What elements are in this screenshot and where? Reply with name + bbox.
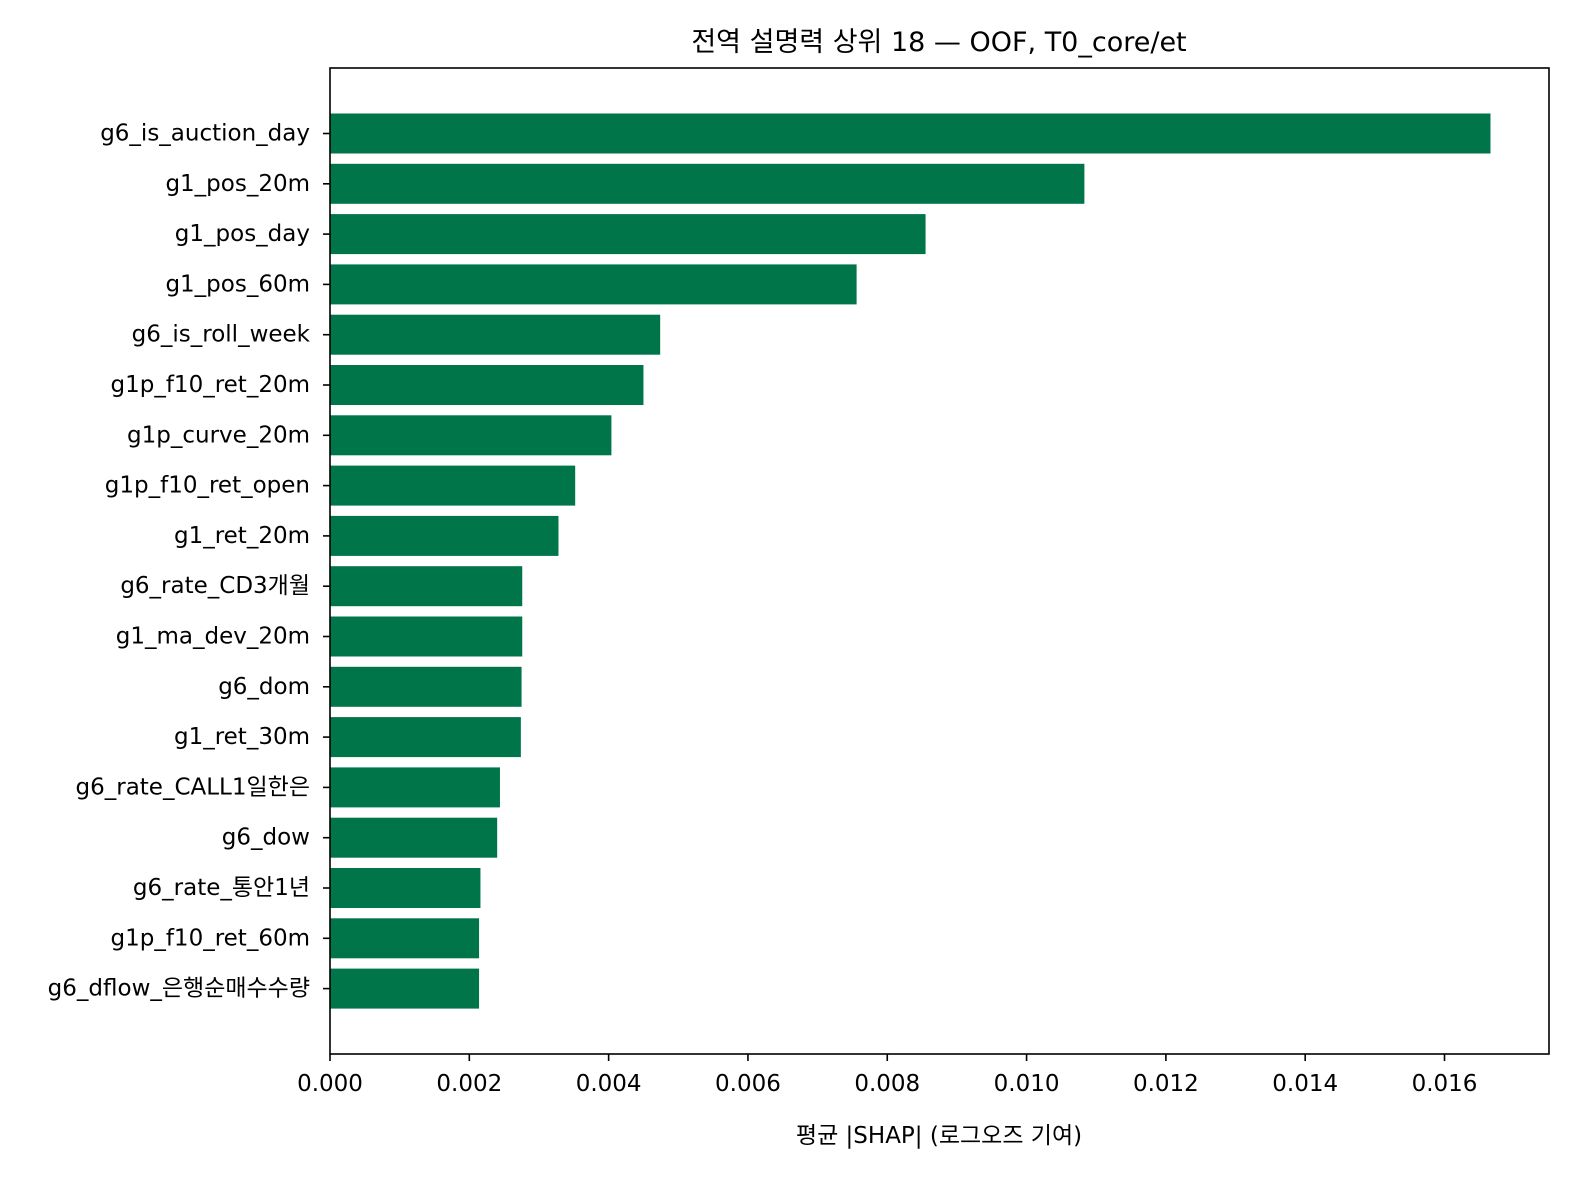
y-tick-label-16: g1p_f10_ret_60m [111, 925, 311, 951]
y-tick-label-4: g6_is_roll_week [132, 322, 311, 348]
x-tick-label-1: 0.002 [436, 1071, 502, 1097]
bar-17 [330, 968, 480, 1009]
x-tick-label-2: 0.004 [576, 1071, 642, 1097]
bar-4 [330, 314, 661, 355]
y-axis: g6_is_auction_day g1_pos_20m g1_pos_day g1_… [48, 121, 330, 1002]
y-tick-label-13: g6_rate_CALL1일한은 [76, 774, 311, 800]
y-tick-label-15: g6_rate_통안1년 [133, 875, 310, 901]
y-tick-label-10: g1_ma_dev_20m [116, 624, 310, 650]
bar-12 [330, 717, 521, 758]
bar-16 [330, 918, 480, 959]
bar-7 [330, 465, 576, 506]
y-tick-label-1: g1_pos_20m [165, 171, 310, 197]
y-tick-label-3: g1_pos_60m [165, 271, 310, 297]
x-tick-label-5: 0.010 [994, 1071, 1060, 1097]
x-tick-label-7: 0.014 [1272, 1071, 1338, 1097]
bar-3 [330, 264, 857, 305]
y-tick-label-9: g6_rate_CD3개월 [120, 573, 310, 599]
y-tick-label-14: g6_dow [222, 825, 310, 851]
bar-13 [330, 767, 500, 808]
bar-10 [330, 616, 523, 657]
y-tick-label-17: g6_dflow_은행순매수수량 [48, 976, 310, 1002]
chart-title: 전역 설명력 상위 18 — OOF, T0_core/et [691, 27, 1186, 58]
y-tick-label-2: g1_pos_day [175, 221, 310, 247]
x-tick-label-6: 0.012 [1133, 1071, 1199, 1097]
y-tick-label-0: g6_is_auction_day [100, 121, 310, 147]
bar-8 [330, 515, 559, 556]
y-tick-label-8: g1_ret_20m [174, 523, 310, 549]
bar-14 [330, 817, 498, 858]
bars-group [330, 113, 1491, 1009]
bar-6 [330, 415, 612, 456]
plot-frame [329, 67, 1550, 1055]
bar-2 [330, 214, 926, 255]
bar-15 [330, 868, 481, 908]
y-tick-label-6: g1p_curve_20m [127, 422, 310, 448]
x-tick-label-4: 0.008 [854, 1071, 920, 1097]
y-tick-label-12: g1_ret_30m [174, 724, 310, 750]
bar-0 [330, 113, 1491, 154]
x-tick-label-3: 0.006 [715, 1071, 781, 1097]
x-tick-label-0: 0.000 [297, 1071, 363, 1097]
y-tick-label-5: g1p_f10_ret_20m [111, 372, 311, 398]
bar-1 [330, 163, 1085, 204]
x-axis: 0.000 0.002 0.004 0.006 0.008 0.010 0.012 0.014… [297, 1054, 1477, 1097]
bar-9 [330, 566, 523, 607]
x-axis-label: 평균 |SHAP| (로그오즈 기여) [796, 1123, 1082, 1149]
y-tick-label-11: g6_dom [218, 674, 310, 700]
bar-5 [330, 365, 644, 405]
bar-11 [330, 666, 522, 707]
x-tick-label-8: 0.016 [1412, 1071, 1478, 1097]
y-tick-label-7: g1p_f10_ret_open [105, 473, 310, 499]
